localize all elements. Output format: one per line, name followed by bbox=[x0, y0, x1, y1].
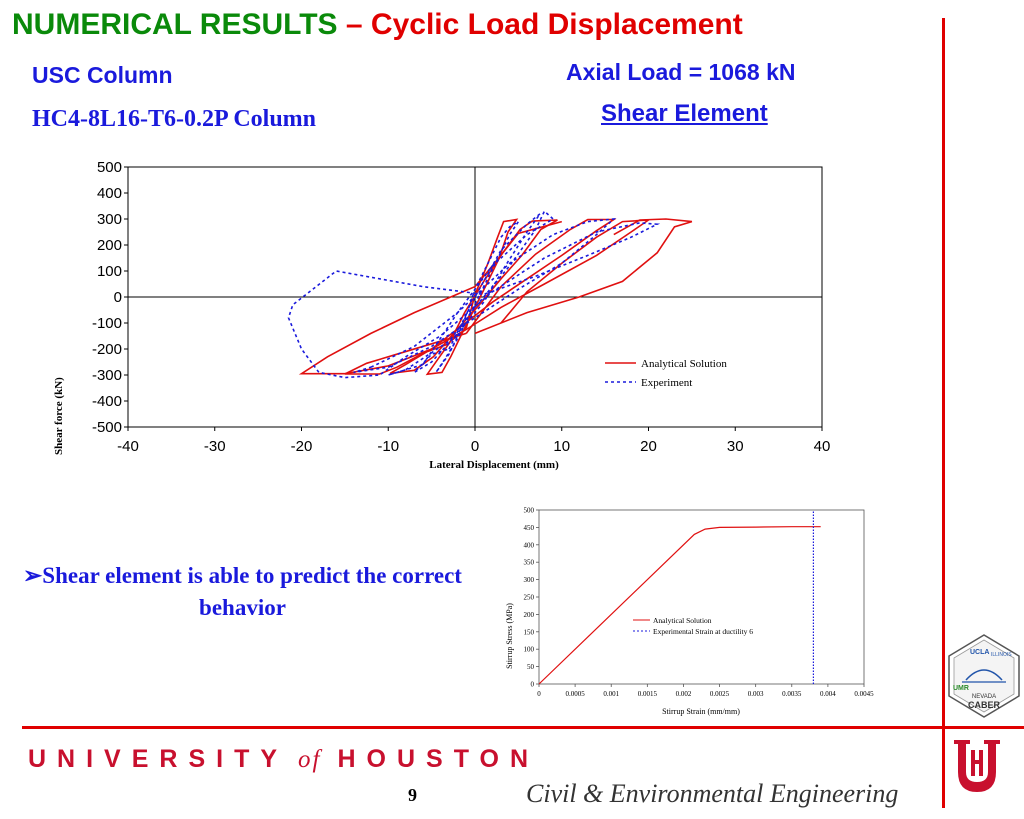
stirrup-y-tick-label: 450 bbox=[524, 524, 535, 532]
logo-text-caber: CABER bbox=[968, 700, 1001, 710]
slide-title: NUMERICAL RESULTS – Cyclic Load Displace… bbox=[12, 8, 743, 42]
hysteresis-x-tick-label: 10 bbox=[553, 438, 570, 455]
stirrup-y-tick-label: 100 bbox=[524, 646, 535, 654]
stirrup-y-axis-label: Stirrup Stress (MPa) bbox=[505, 603, 514, 669]
hysteresis-y-tick-label: -500 bbox=[92, 419, 122, 436]
hysteresis-x-tick-label: 20 bbox=[640, 438, 657, 455]
hysteresis-y-tick-label: -400 bbox=[92, 393, 122, 410]
hysteresis-x-ticks: -40 -30 -20 -10 0 10 20 30 40 bbox=[117, 427, 830, 455]
hysteresis-y-axis-label: Shear force (kN) bbox=[53, 377, 65, 455]
stirrup-plot-area bbox=[538, 509, 865, 685]
hysteresis-y-tick-label: 200 bbox=[97, 237, 122, 254]
stirrup-x-tick-label: 0.003 bbox=[748, 690, 764, 698]
logo-inner-hexagon bbox=[953, 639, 1015, 713]
hysteresis-x-tick-label: -40 bbox=[117, 438, 139, 455]
experiment-loop-3 bbox=[388, 209, 555, 376]
stirrup-x-tick-label: 0.001 bbox=[603, 690, 619, 698]
hysteresis-x-tick-label: -20 bbox=[291, 438, 313, 455]
stirrup-x-tick-label: 0.0025 bbox=[710, 690, 730, 698]
footer-university-wordmark: UNIVERSITY of HOUSTON bbox=[28, 745, 539, 774]
stirrup-analytical-line bbox=[538, 526, 821, 685]
experiment-loop-1 bbox=[435, 220, 520, 373]
stirrup-y-tick-label: 350 bbox=[524, 559, 535, 567]
hysteresis-y-tick-label: 500 bbox=[97, 159, 122, 176]
hysteresis-y-tick-label: 300 bbox=[97, 211, 122, 228]
stirrup-legend: Analytical Solution Experimental Strain … bbox=[633, 616, 753, 636]
stirrup-x-tick-label: 0.0005 bbox=[565, 690, 585, 698]
column-name-label: HC4-8L16-T6-0.2P Column bbox=[32, 106, 317, 132]
hysteresis-y-tick-label: 0 bbox=[114, 289, 122, 306]
shear-element-label: Shear Element bbox=[601, 100, 768, 127]
stirrup-y-tick-label: 200 bbox=[524, 611, 535, 619]
stirrup-x-tick-label: 0.004 bbox=[820, 690, 836, 698]
analytical-loop-1 bbox=[425, 218, 519, 376]
caber-logo: UCLA ILLINOIS UMR NEVADA CABER bbox=[948, 634, 1020, 718]
red-horizontal-rule bbox=[22, 726, 1024, 729]
stirrup-y-tick-label: 0 bbox=[531, 681, 535, 689]
footer-word-university: UNIVERSITY bbox=[28, 745, 289, 773]
hysteresis-y-tick-label: 400 bbox=[97, 185, 122, 202]
footer-word-of: of bbox=[298, 746, 322, 773]
hysteresis-x-tick-label: 30 bbox=[727, 438, 744, 455]
hysteresis-y-tick-label: -100 bbox=[92, 315, 122, 332]
stirrup-y-tick-label: 150 bbox=[524, 628, 535, 636]
hysteresis-y-ticks: 500 400 300 200 100 0 -100 -200 -300 -400 -500 bbox=[92, 159, 128, 436]
stirrup-x-tick-label: 0.0035 bbox=[782, 690, 802, 698]
analytical-loop-5 bbox=[474, 218, 693, 335]
hysteresis-y-tick-label: -300 bbox=[92, 367, 122, 384]
stirrup-x-tick-label: 0.0045 bbox=[854, 690, 874, 698]
stirrup-x-tick-label: 0.002 bbox=[676, 690, 692, 698]
logo-text-nevada: NEVADA bbox=[972, 694, 996, 700]
legend-experiment-label: Experiment bbox=[641, 377, 692, 389]
stirrup-x-axis-label: Stirrup Strain (mm/mm) bbox=[662, 707, 740, 716]
title-part-cyclic: – Cyclic Load Displacement bbox=[345, 8, 743, 41]
title-part-numerical: NUMERICAL RESULTS bbox=[12, 8, 346, 41]
logo-text-illinois: ILLINOIS bbox=[991, 652, 1012, 658]
hysteresis-y-tick-label: 100 bbox=[97, 263, 122, 280]
logo-text-umr: UMR bbox=[953, 685, 969, 692]
hysteresis-legend: Analytical Solution Experiment bbox=[605, 358, 727, 389]
hysteresis-x-axis-label: Lateral Displacement (mm) bbox=[429, 459, 559, 471]
experiment-loop-4 bbox=[353, 217, 617, 374]
stirrup-x-tick-label: 0 bbox=[537, 690, 541, 698]
stirrup-y-tick-label: 300 bbox=[524, 576, 535, 584]
stirrup-y-tick-label: 400 bbox=[524, 541, 535, 549]
stirrup-plot-frame bbox=[538, 509, 865, 685]
stirrup-y-tick-label: 250 bbox=[524, 594, 535, 602]
uh-logo-icon bbox=[954, 740, 1000, 792]
usc-column-label: USC Column bbox=[32, 62, 173, 88]
hysteresis-x-tick-label: -10 bbox=[377, 438, 399, 455]
uh-logo-h-bar bbox=[971, 760, 983, 764]
red-vertical-rule bbox=[942, 18, 945, 808]
legend-analytical-label: Analytical Solution bbox=[641, 358, 727, 370]
hysteresis-plot-area bbox=[127, 166, 823, 428]
hysteresis-x-tick-label: -30 bbox=[204, 438, 226, 455]
hysteresis-x-tick-label: 40 bbox=[814, 438, 831, 455]
footer-department: Civil & Environmental Engineering bbox=[526, 779, 899, 808]
logo-text-ucla: UCLA bbox=[970, 649, 989, 656]
footer-word-houston: HOUSTON bbox=[337, 745, 540, 773]
stirrup-x-tick-label: 0.0015 bbox=[638, 690, 658, 698]
page-number: 9 bbox=[408, 785, 417, 805]
bullet-conclusion: ➢Shear element is able to predict the co… bbox=[23, 563, 462, 620]
axial-load-label: Axial Load = 1068 kN bbox=[566, 59, 796, 85]
stirrup-y-tick-label: 500 bbox=[524, 507, 535, 515]
stirrup-legend-experiment-label: Experimental Strain at ductility 6 bbox=[653, 627, 753, 636]
analytical-loop-3 bbox=[344, 218, 617, 375]
logo-bridge-arch bbox=[965, 669, 1003, 681]
stirrup-y-tick-label: 50 bbox=[527, 663, 535, 671]
stirrup-x-ticks: 0 0.0005 0.001 0.0015 0.002 0.0025 0.003 0.0035… bbox=[537, 684, 874, 698]
hysteresis-y-tick-label: -200 bbox=[92, 341, 122, 358]
uh-logo-u-shape bbox=[954, 740, 1000, 792]
hysteresis-x-tick-label: 0 bbox=[471, 438, 479, 455]
stirrup-legend-analytical-label: Analytical Solution bbox=[653, 616, 712, 625]
